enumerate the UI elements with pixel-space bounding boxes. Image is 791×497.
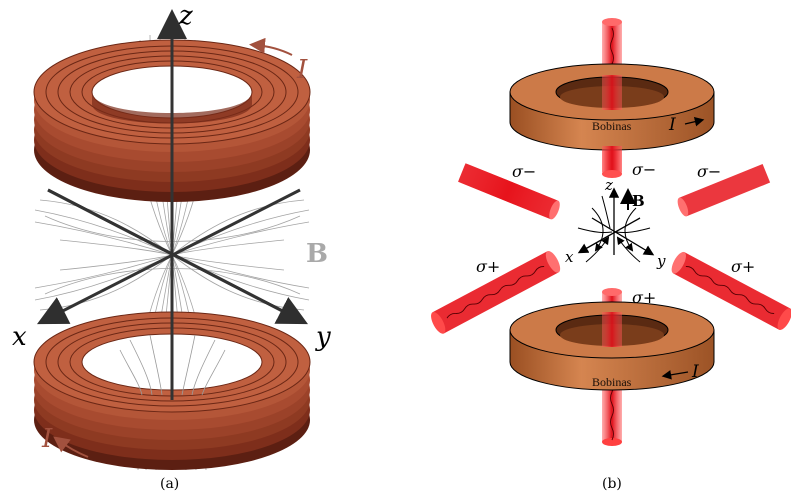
current-label-bottom-b: I: [691, 362, 699, 382]
x-axis-b: [577, 217, 641, 254]
current-label-top-b: I: [668, 115, 676, 135]
panel-b: Bobinas I Bobinas I z x y B σ− σ− σ− σ+ …: [431, 18, 791, 492]
current-arrow-top-b: [684, 116, 705, 127]
beam-label-lower-right: σ+: [731, 257, 755, 276]
panel-a: z x y I I B (a): [12, 1, 331, 492]
beam-upper-left: [458, 163, 560, 220]
current-label-top-a: I: [296, 55, 308, 85]
x-label-b: x: [565, 248, 574, 266]
current-arrow-bottom-b: [661, 370, 689, 380]
beam-upper-right: [677, 163, 771, 217]
coil-label-bottom-b: Bobinas: [592, 375, 632, 389]
caption-a: (a): [160, 476, 179, 492]
axes-a: [36, 9, 308, 400]
coil-top-b: [509, 63, 715, 151]
y-axis-a: [47, 188, 308, 325]
z-label-a: z: [178, 1, 193, 31]
field-lines-b: [577, 195, 651, 263]
beam-top-lower: [602, 146, 622, 174]
beam-top-end: [602, 170, 622, 178]
z-label-b: z: [604, 176, 613, 194]
current-label-bottom-a: I: [41, 424, 53, 454]
beam-label-top: σ−: [632, 160, 656, 179]
current-arrow-bottom-a: [53, 436, 89, 458]
beam-label-lower-left: σ+: [476, 257, 500, 276]
y-axis-b: [591, 217, 655, 256]
x-label-a: x: [12, 322, 27, 352]
caption-b: (b): [602, 476, 622, 492]
coil-label-top-b: Bobinas: [592, 119, 632, 133]
field-label-b: B: [632, 192, 645, 210]
beam-lower-left: [431, 250, 561, 334]
beam-label-bottom: σ+: [632, 288, 656, 307]
field-lines-a-inner: [119, 334, 226, 396]
beam-label-upper-right: σ−: [697, 162, 721, 181]
field-label-a: B: [306, 239, 328, 269]
y-label-b: y: [656, 252, 666, 270]
beam-lower-right: [671, 251, 791, 330]
y-label-a: y: [315, 322, 331, 352]
current-arrow-top-a: [249, 37, 293, 56]
beam-label-upper-left: σ−: [512, 162, 536, 181]
